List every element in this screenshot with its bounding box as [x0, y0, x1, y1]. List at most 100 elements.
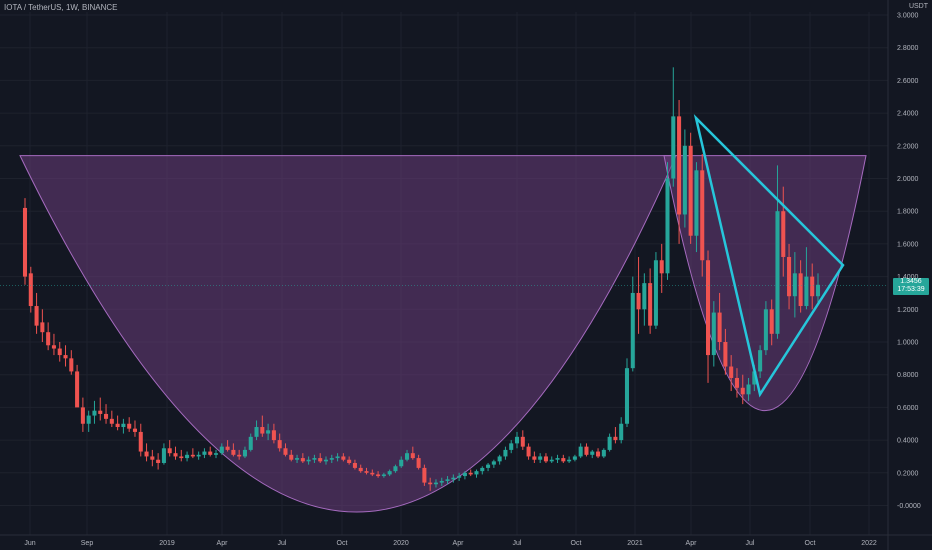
candle-body: [104, 413, 109, 419]
triangle-outline: [693, 114, 845, 398]
candle-body: [671, 116, 676, 179]
candle-body: [509, 443, 514, 450]
candle-body: [526, 446, 531, 457]
candle-body: [665, 178, 670, 274]
candle-body: [300, 458, 305, 462]
candle-body: [283, 448, 288, 455]
candle-body: [468, 472, 473, 475]
candle-body: [549, 459, 554, 462]
symbol-title[interactable]: IOTA / TetherUS, 1W, BINANCE: [4, 3, 118, 12]
candle-body: [688, 145, 693, 236]
candle-body: [590, 451, 595, 455]
candle-body: [543, 456, 548, 462]
y-tick-label: 0.2000: [897, 470, 919, 477]
y-tick-label: 1.6000: [897, 241, 919, 248]
candle-body: [561, 458, 566, 462]
y-tick-label: 1.4000: [897, 274, 919, 281]
candle-body: [433, 482, 438, 485]
candle-body: [51, 345, 56, 349]
candle-body: [653, 260, 658, 326]
candle-body: [538, 456, 543, 460]
x-tick-label: 2022: [861, 540, 877, 547]
y-tick-label: 2.0000: [897, 176, 919, 183]
triangle-drawing: [693, 114, 845, 398]
candle-body: [190, 454, 195, 457]
candle-body: [231, 449, 236, 455]
y-tick-label: 2.4000: [897, 111, 919, 118]
candle-body: [769, 309, 774, 334]
candle-body: [393, 466, 398, 472]
candle-body: [399, 459, 404, 467]
x-tick-label: Jul: [513, 540, 522, 547]
candle-body: [422, 467, 427, 483]
candle-body: [555, 458, 560, 460]
candle-body: [601, 449, 606, 457]
current-price-value: 1.3456: [900, 278, 922, 286]
candle-body: [341, 456, 346, 460]
candle-body: [271, 430, 276, 441]
candle-body: [69, 358, 74, 372]
candle-body: [781, 211, 786, 257]
time-axis: Jun Sep 2019 Apr Jul Oct 2020 Apr Jul Oct 2021 Apr J…: [0, 534, 932, 547]
candle-body: [630, 292, 635, 369]
candle-body: [167, 448, 172, 454]
candle-body: [196, 454, 201, 457]
x-tick-label: Jul: [278, 540, 287, 547]
candle-body: [729, 366, 734, 378]
candle-body: [121, 423, 126, 428]
candle-body: [792, 273, 797, 297]
x-tick-label: Oct: [337, 540, 348, 547]
y-tick-label: 0.6000: [897, 405, 919, 412]
candle-body: [225, 446, 230, 450]
x-tick-label: Jul: [746, 540, 755, 547]
candle-body: [376, 474, 381, 477]
candle-body: [740, 387, 745, 395]
candle-body: [700, 170, 705, 261]
candle-body: [63, 355, 68, 359]
candle-body: [758, 350, 763, 372]
candle-body: [98, 410, 103, 414]
candle-body: [22, 207, 28, 277]
candle-body: [462, 472, 467, 477]
candle-body: [40, 322, 45, 333]
y-tick-label: 3.0000: [897, 13, 919, 20]
candle-body: [335, 456, 340, 459]
candle-body: [607, 436, 612, 450]
candle-body: [347, 459, 352, 463]
candle-body: [318, 458, 323, 462]
candle-body: [567, 459, 572, 462]
x-tick-label: 2020: [393, 540, 409, 547]
candle-body: [185, 454, 190, 459]
candle-body: [514, 436, 520, 444]
candle-body: [584, 446, 589, 455]
candle-body: [254, 427, 259, 437]
candle-body: [659, 260, 664, 274]
candle-body: [295, 458, 300, 460]
x-tick-label: 2019: [159, 540, 175, 547]
candle-body: [497, 456, 502, 462]
candle-body: [173, 453, 178, 457]
bar-countdown: 17:53:39: [897, 286, 925, 294]
candle-body: [28, 273, 33, 307]
candle-body: [642, 283, 647, 310]
y-tick-label: 2.2000: [897, 143, 919, 150]
candle-body: [213, 453, 219, 455]
candle-body: [242, 449, 247, 457]
candle-body: [717, 312, 722, 342]
candle-body: [798, 273, 803, 307]
candle-body: [439, 480, 444, 483]
candle-body: [150, 456, 155, 460]
x-tick-label: Oct: [805, 540, 816, 547]
candle-body: [144, 451, 149, 457]
candle-body: [219, 446, 224, 454]
y-tick-label: 1.0000: [897, 340, 919, 347]
candle-body: [156, 459, 161, 463]
candle-body: [352, 462, 357, 468]
candle-body: [138, 431, 143, 452]
current-price-label: 1.3456 17:53:39: [893, 278, 929, 296]
candle-body: [323, 459, 329, 462]
candle-body: [451, 477, 456, 480]
candle-body: [86, 415, 91, 424]
candle-body: [815, 284, 821, 297]
